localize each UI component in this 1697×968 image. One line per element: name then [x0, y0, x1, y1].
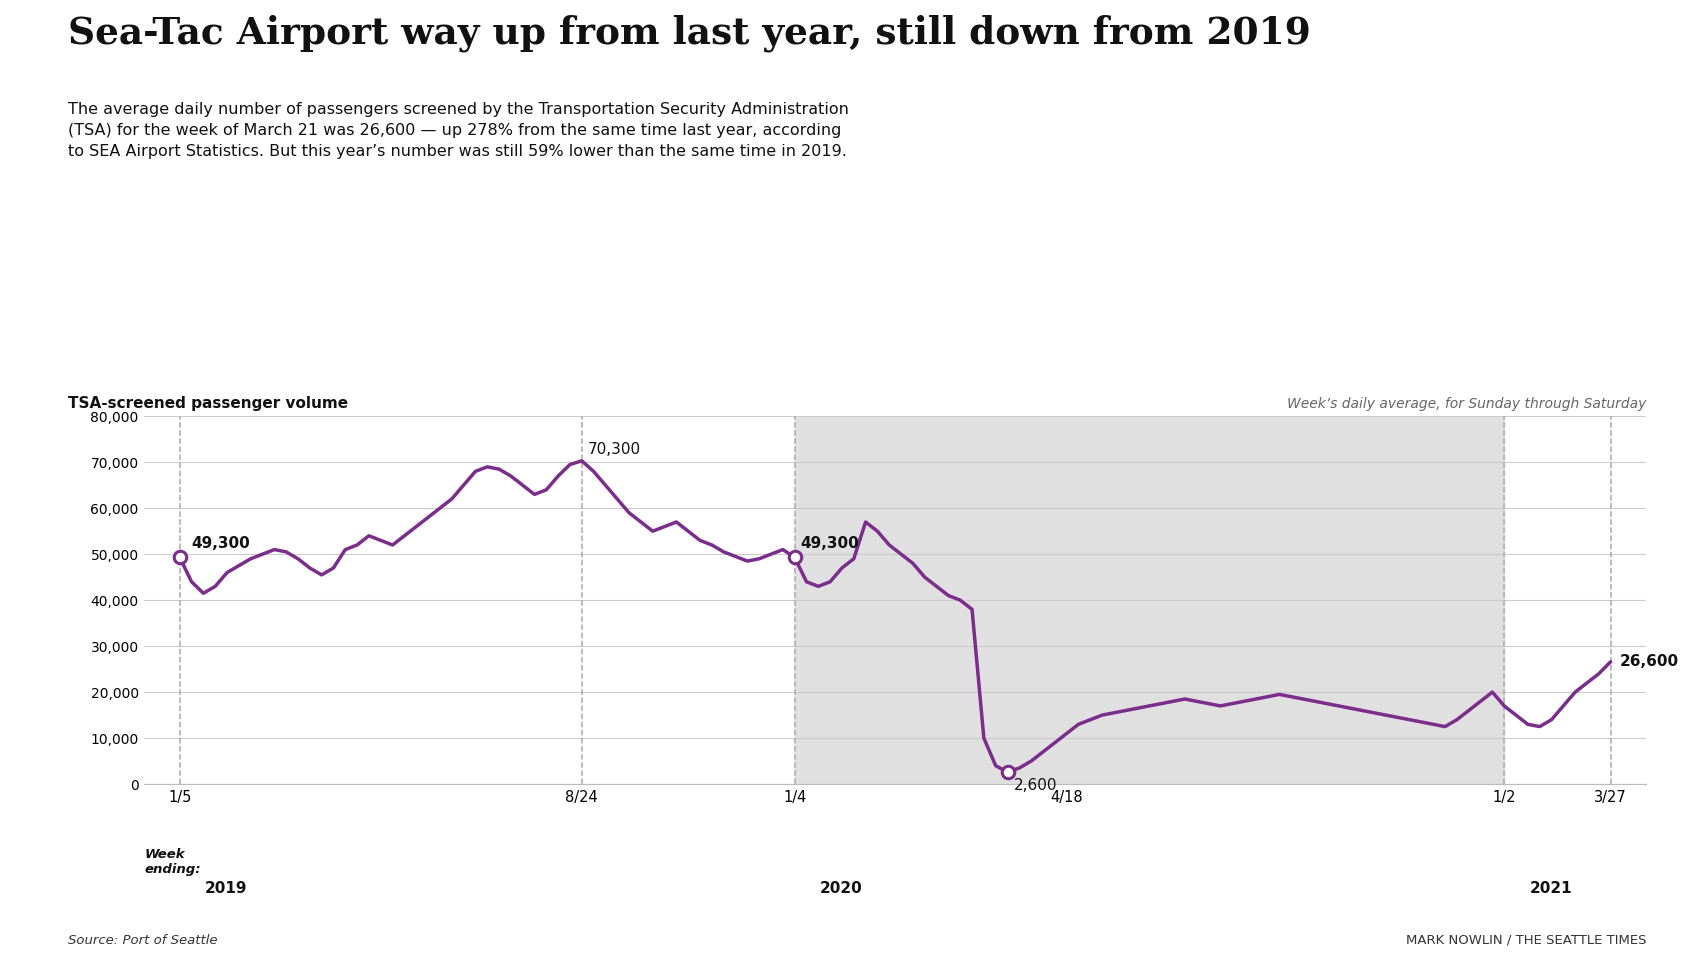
Text: 2021: 2021	[1529, 881, 1571, 895]
Text: MARK NOWLIN / THE SEATTLE TIMES: MARK NOWLIN / THE SEATTLE TIMES	[1405, 934, 1646, 947]
Text: Week’s daily average, for Sunday through Saturday: Week’s daily average, for Sunday through…	[1286, 398, 1646, 411]
Text: 26,600: 26,600	[1621, 654, 1680, 669]
Text: 70,300: 70,300	[587, 442, 641, 457]
Text: 2,600: 2,600	[1013, 777, 1057, 793]
Text: Week
ending:: Week ending:	[144, 848, 200, 876]
Text: Source: Port of Seattle: Source: Port of Seattle	[68, 934, 217, 947]
Text: 2020: 2020	[820, 881, 862, 895]
Text: 49,300: 49,300	[192, 535, 249, 551]
Text: The average daily number of passengers screened by the Transportation Security A: The average daily number of passengers s…	[68, 102, 848, 159]
Text: Sea-Tac Airport way up from last year, still down from 2019: Sea-Tac Airport way up from last year, s…	[68, 15, 1310, 52]
Text: 2019: 2019	[205, 881, 248, 895]
Text: TSA-screened passenger volume: TSA-screened passenger volume	[68, 397, 348, 411]
Bar	[794, 416, 1504, 784]
Text: 49,300: 49,300	[801, 535, 859, 551]
